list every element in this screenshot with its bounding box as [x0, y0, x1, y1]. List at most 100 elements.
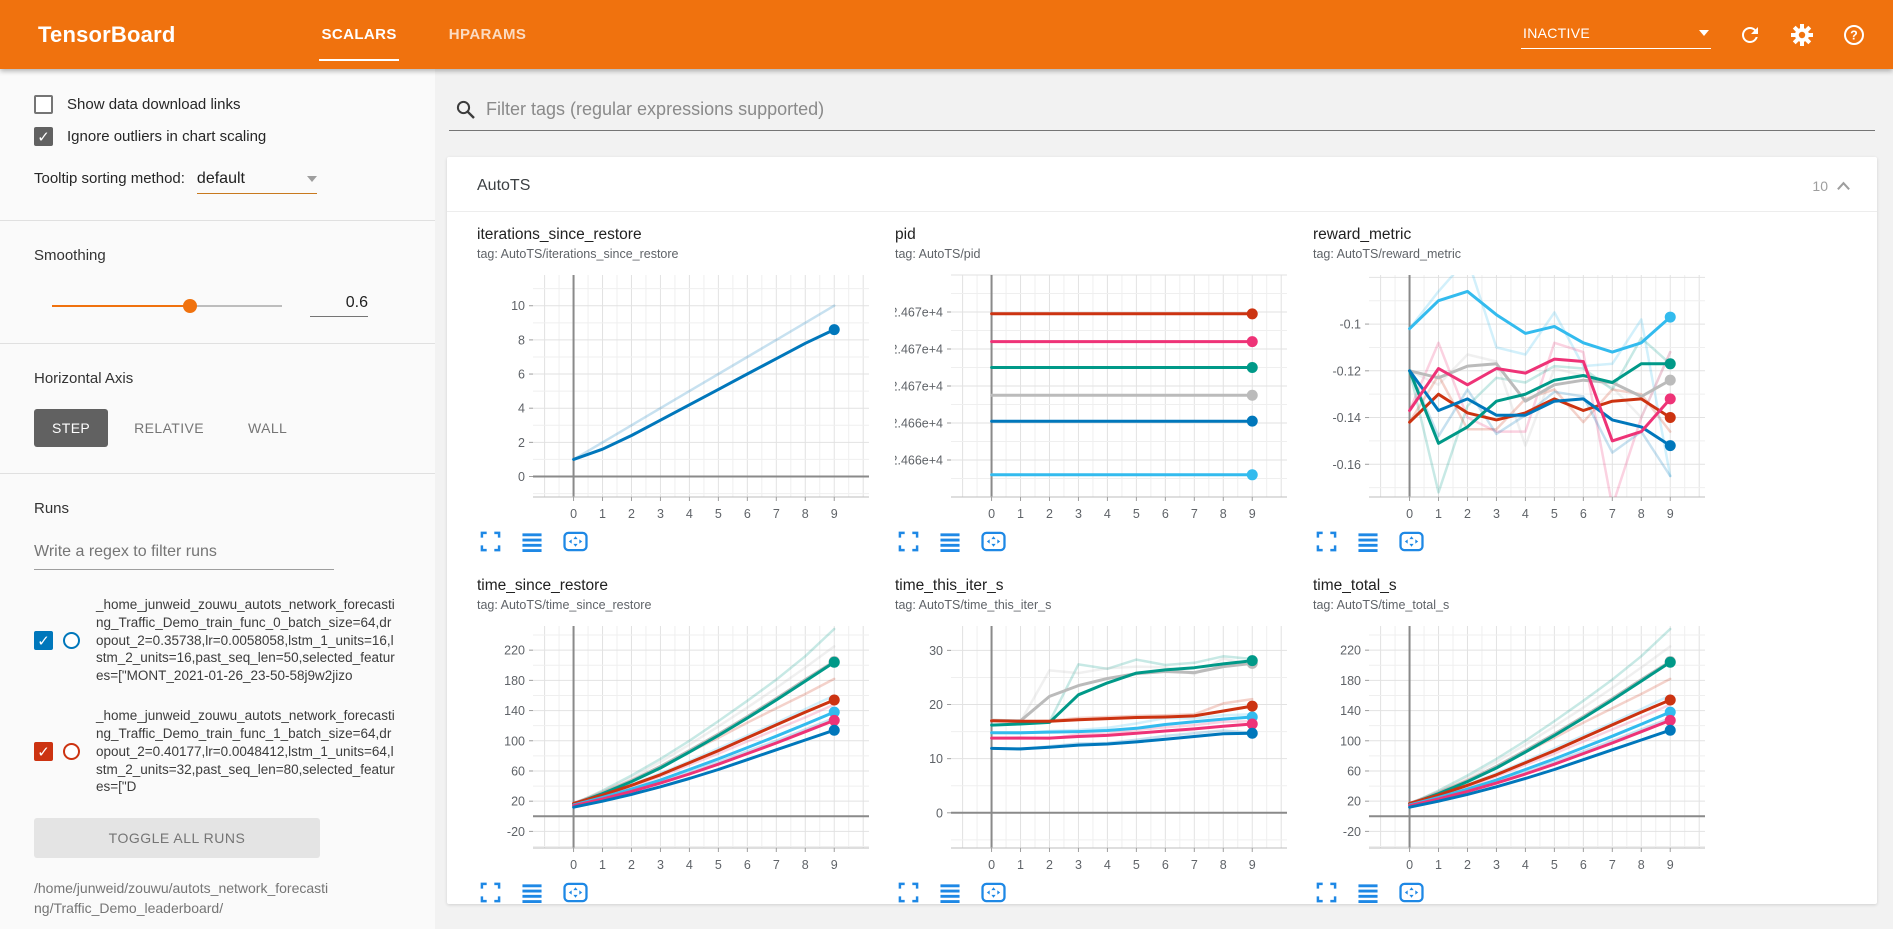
- svg-text:4: 4: [1104, 858, 1111, 872]
- svg-text:9: 9: [1667, 507, 1674, 521]
- expand-chart-button[interactable]: [897, 882, 919, 904]
- data-table-button[interactable]: [1357, 882, 1379, 904]
- run-checkbox[interactable]: ✓: [34, 742, 53, 762]
- data-table-button[interactable]: [939, 531, 961, 553]
- tag-filter-input[interactable]: [486, 99, 1873, 120]
- pan-zoom-button[interactable]: [563, 531, 588, 553]
- svg-text:7: 7: [1609, 858, 1616, 872]
- expand-chart-button[interactable]: [479, 531, 501, 553]
- chevron-up-icon: [1837, 181, 1850, 190]
- data-table-button[interactable]: [1357, 531, 1379, 553]
- svg-text:3: 3: [657, 507, 664, 521]
- tooltip-sort-value: default: [196, 170, 245, 187]
- data-table-icon: [1358, 884, 1378, 903]
- tab-hparams[interactable]: HPARAMS: [448, 26, 527, 43]
- divider: [0, 343, 435, 344]
- expand-chart-button[interactable]: [479, 882, 501, 904]
- chart-plot[interactable]: 0 1 2 3 4 5 6 7 8 9 -0.1 -0.12 -0.14 -0.16: [1313, 269, 1717, 527]
- svg-text:6: 6: [744, 507, 751, 521]
- svg-text:2: 2: [628, 858, 635, 872]
- svg-text:100: 100: [504, 734, 525, 748]
- refresh-icon[interactable]: [1737, 22, 1763, 48]
- runs-filter-input[interactable]: [34, 539, 334, 570]
- header-tabs: SCALARS HPARAMS: [295, 0, 552, 69]
- smoothing-slider-fill: [52, 304, 190, 307]
- run-item: ✓ _home_junweid_zouwu_autots_network_fore…: [34, 707, 435, 796]
- pan-zoom-button[interactable]: [563, 882, 588, 904]
- smoothing-value[interactable]: 0.6: [310, 294, 368, 317]
- svg-text:-0.1: -0.1: [1339, 318, 1361, 332]
- content-area: Show data download links ✓ Ignore outliers…: [0, 69, 1893, 929]
- svg-text:3: 3: [1493, 507, 1500, 521]
- pan-zoom-icon: [1399, 531, 1424, 552]
- data-table-button[interactable]: [521, 882, 543, 904]
- svg-text:220: 220: [504, 644, 525, 658]
- svg-text:2: 2: [628, 507, 635, 521]
- svg-text:8: 8: [1638, 507, 1645, 521]
- svg-text:5: 5: [715, 858, 722, 872]
- data-table-button[interactable]: [521, 531, 543, 553]
- svg-text:3: 3: [657, 858, 664, 872]
- smoothing-slider[interactable]: [52, 298, 282, 313]
- pan-zoom-button[interactable]: [981, 882, 1006, 904]
- chart-plot[interactable]: 0 1 2 3 4 5 6 7 8 9 10 8 6 4 2 0: [477, 269, 881, 527]
- option-checkbox-row[interactable]: Show data download links: [34, 95, 435, 114]
- svg-text:2.466e+4: 2.466e+4: [895, 454, 943, 468]
- run-checkbox[interactable]: ✓: [34, 631, 53, 651]
- expand-chart-button[interactable]: [897, 531, 919, 553]
- svg-text:10: 10: [929, 752, 943, 766]
- svg-text:1: 1: [1435, 858, 1442, 872]
- haxis-step[interactable]: STEP: [34, 409, 109, 447]
- pan-zoom-button[interactable]: [1399, 882, 1424, 904]
- smoothing-control: 0.6: [34, 294, 435, 317]
- svg-text:4: 4: [686, 507, 693, 521]
- svg-text:0: 0: [570, 507, 577, 521]
- section-collapse-toggle[interactable]: 10: [1812, 178, 1851, 194]
- option-checkbox-row[interactable]: ✓ Ignore outliers in chart scaling: [34, 127, 435, 146]
- run-solo-radio[interactable]: [63, 743, 80, 761]
- tab-scalars[interactable]: SCALARS: [295, 0, 422, 69]
- checkbox-label: Ignore outliers in chart scaling: [67, 128, 267, 145]
- checkbox[interactable]: [34, 95, 53, 114]
- gear-icon[interactable]: [1789, 22, 1815, 48]
- chevron-down-icon: [306, 176, 317, 182]
- data-table-button[interactable]: [939, 882, 961, 904]
- toggle-all-runs-button[interactable]: TOGGLE ALL RUNS: [34, 818, 320, 859]
- svg-text:8: 8: [1638, 858, 1645, 872]
- runs-label: Runs: [34, 500, 70, 517]
- chart-toolbar: [477, 531, 881, 553]
- fullscreen-icon: [1316, 882, 1336, 903]
- expand-chart-button[interactable]: [1315, 531, 1337, 553]
- fullscreen-icon: [898, 531, 918, 552]
- reload-status-value: INACTIVE: [1523, 24, 1590, 41]
- reload-status-select[interactable]: INACTIVE: [1521, 21, 1711, 49]
- autots-card: AutoTS 10 iterations_since_restore tag: A…: [447, 157, 1877, 904]
- svg-text:8: 8: [802, 507, 809, 521]
- chart-plot[interactable]: 0 1 2 3 4 5 6 7 8 9 220 180 140 100 60 20 -20: [477, 620, 881, 878]
- svg-text:3: 3: [1075, 507, 1082, 521]
- svg-text:1: 1: [1017, 858, 1024, 872]
- svg-text:9: 9: [831, 858, 838, 872]
- svg-text:2: 2: [518, 436, 525, 450]
- chart-plot[interactable]: 0 1 2 3 4 5 6 7 8 9 30 20 10 0: [895, 620, 1299, 878]
- haxis-relative[interactable]: RELATIVE: [116, 409, 222, 447]
- expand-chart-button[interactable]: [1315, 882, 1337, 904]
- svg-text:0: 0: [936, 806, 943, 820]
- smoothing-slider-thumb[interactable]: [183, 298, 197, 313]
- help-icon[interactable]: ?: [1841, 22, 1867, 48]
- pan-zoom-button[interactable]: [981, 531, 1006, 553]
- svg-text:6: 6: [1580, 507, 1587, 521]
- chart-toolbar: [1313, 531, 1717, 553]
- run-solo-radio[interactable]: [63, 632, 80, 650]
- svg-text:7: 7: [1191, 858, 1198, 872]
- haxis-wall[interactable]: WALL: [230, 409, 305, 447]
- svg-text:9: 9: [1249, 507, 1256, 521]
- checkbox[interactable]: ✓: [34, 127, 53, 146]
- tooltip-sort-select[interactable]: default: [196, 170, 317, 194]
- svg-text:5: 5: [715, 507, 722, 521]
- chart-plot[interactable]: 0 1 2 3 4 5 6 7 8 9 220 180 140 100 60 20 -20: [1313, 620, 1717, 878]
- svg-text:2.467e+4: 2.467e+4: [895, 343, 943, 357]
- pan-zoom-button[interactable]: [1399, 531, 1424, 553]
- autots-card-header[interactable]: AutoTS 10: [447, 157, 1877, 212]
- chart-plot[interactable]: 0 1 2 3 4 5 6 7 8 9 2.467e+4 2.467e+4 2.467e+4 2.466e…: [895, 269, 1299, 527]
